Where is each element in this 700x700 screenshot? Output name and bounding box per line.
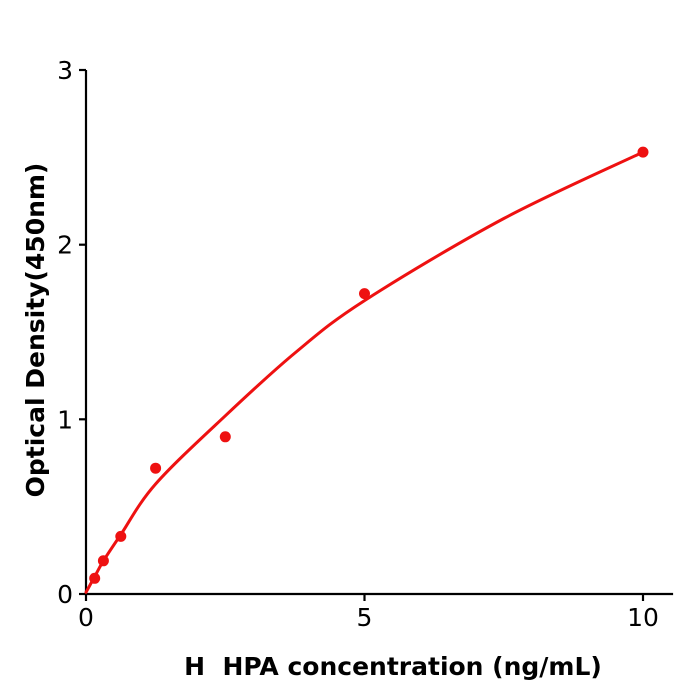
y-tick-label: 1 <box>57 405 73 434</box>
y-axis-title: Optical Density(450nm) <box>21 163 50 498</box>
data-point <box>637 146 649 158</box>
series-layer <box>84 146 649 594</box>
y-tick-label: 0 <box>57 580 73 609</box>
y-tick-label: 2 <box>57 231 73 260</box>
data-point <box>219 431 231 443</box>
data-point <box>115 530 127 542</box>
x-tick-label: 10 <box>627 603 659 632</box>
x-tick-label: 0 <box>78 603 94 632</box>
data-point <box>89 572 101 584</box>
x-axis-title: H HPA concentration (ng/mL) <box>184 652 602 681</box>
fit-curve <box>84 150 645 594</box>
data-point <box>359 288 370 300</box>
data-point <box>97 555 109 567</box>
axes-layer: 0 5 10 0 1 2 3 <box>57 56 674 632</box>
x-tick-label: 5 <box>357 603 373 632</box>
data-point <box>150 462 162 474</box>
y-tick-label: 3 <box>57 56 73 85</box>
